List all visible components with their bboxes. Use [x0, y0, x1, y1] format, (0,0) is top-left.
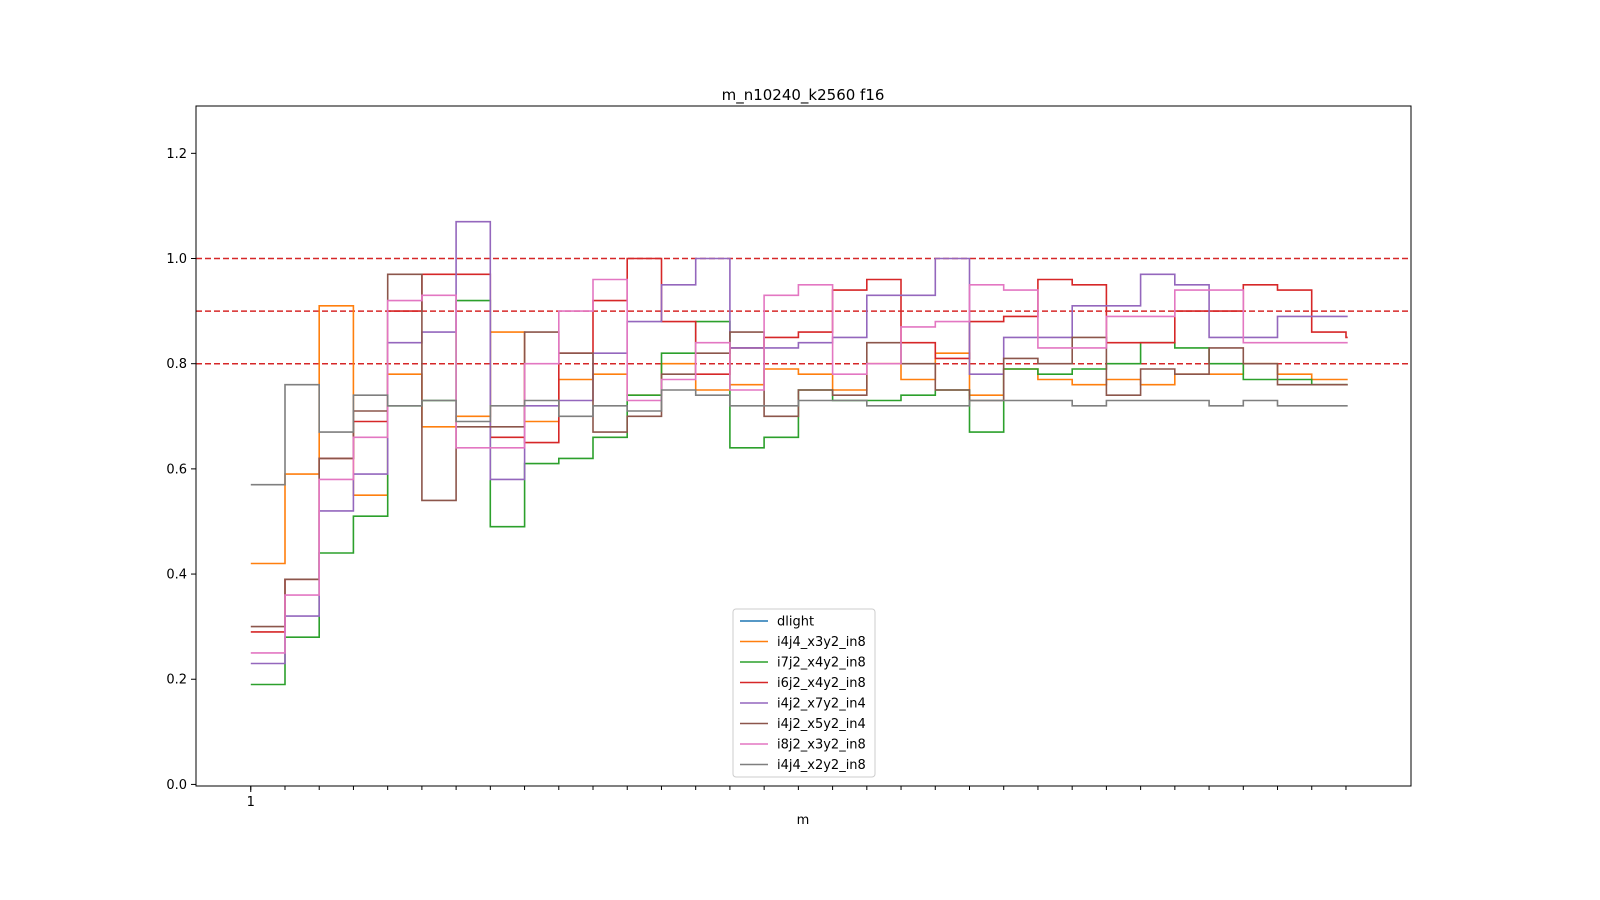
y-tick-label: 0.8 [166, 357, 187, 372]
series-line [250, 273, 1348, 628]
legend-label: i8j2_x3y2_in8 [777, 738, 866, 753]
series-line [250, 257, 1348, 633]
legend-label: i7j2_x4y2_in8 [777, 656, 866, 671]
y-tick-label: 0.6 [166, 462, 187, 477]
legend-box [732, 608, 876, 778]
series-lines [250, 220, 1348, 686]
plot-frame [195, 105, 1412, 787]
y-tick-label: 0.4 [166, 568, 187, 583]
series-line [250, 278, 1348, 654]
series-line [250, 305, 1348, 565]
legend-label: i4j2_x5y2_in4 [777, 717, 866, 732]
series-line [250, 383, 1348, 486]
x-axis-label: m [797, 813, 810, 828]
chart-title: m_n10240_k2560 f16 [722, 86, 885, 105]
legend-label: i4j4_x3y2_in8 [777, 635, 866, 650]
x-axis: 1 [247, 786, 1347, 810]
legend-label: i4j4_x2y2_in8 [777, 758, 866, 773]
x-tick-label: 1 [247, 795, 255, 810]
y-tick-label: 0.0 [166, 778, 187, 793]
legend-label: i4j2_x7y2_in4 [777, 697, 866, 712]
y-tick-label: 0.2 [166, 673, 187, 688]
y-tick-label: 1.2 [166, 147, 187, 162]
y-tick-label: 1.0 [166, 252, 187, 267]
legend: dlight i4j4_x3y2_in8 i7j2_x4y2_in8 i6j2_x4y… [732, 608, 876, 778]
series-line [250, 220, 1348, 665]
legend-label: dlight [777, 615, 814, 630]
y-axis: 0.0 0.2 0.4 0.6 0.8 1.0 1.2 [166, 147, 196, 793]
legend-label: i6j2_x4y2_in8 [777, 676, 866, 691]
